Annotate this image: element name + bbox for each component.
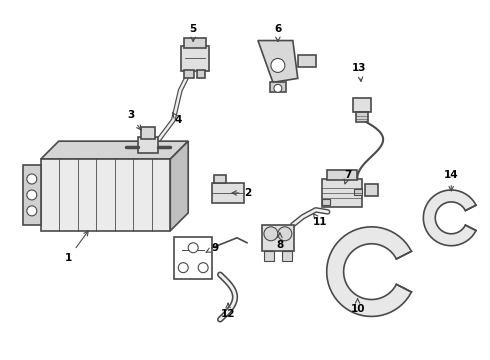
Text: 9: 9 (206, 243, 219, 253)
Text: 7: 7 (344, 170, 351, 184)
Bar (214, 175, 226, 183)
Text: 8: 8 (276, 233, 284, 250)
Circle shape (271, 58, 285, 72)
Bar (23, 165, 41, 225)
Bar (298, 55, 316, 67)
Circle shape (178, 263, 188, 273)
Bar (354, 189, 362, 195)
Polygon shape (41, 141, 188, 159)
Text: 13: 13 (352, 63, 367, 81)
Bar (184, 71, 194, 78)
Bar (197, 71, 205, 78)
Bar (212, 183, 244, 203)
Bar (356, 112, 368, 122)
Bar (270, 82, 286, 92)
Bar (142, 127, 155, 139)
Bar (262, 225, 294, 251)
Polygon shape (258, 41, 298, 82)
Text: 3: 3 (127, 110, 141, 130)
Bar (365, 184, 378, 196)
Bar (174, 237, 212, 279)
Polygon shape (327, 227, 412, 316)
Text: 1: 1 (65, 231, 88, 263)
Circle shape (27, 174, 37, 184)
Circle shape (264, 227, 278, 241)
Bar (41, 159, 171, 231)
Polygon shape (423, 190, 476, 246)
Circle shape (27, 206, 37, 216)
Bar (264, 251, 274, 261)
Bar (322, 179, 362, 207)
Circle shape (27, 190, 37, 200)
Text: 2: 2 (232, 188, 251, 198)
Bar (322, 199, 330, 205)
Text: 10: 10 (350, 298, 365, 315)
Polygon shape (171, 141, 188, 231)
Text: 12: 12 (221, 303, 235, 319)
Circle shape (274, 84, 282, 92)
Bar (138, 137, 158, 153)
Bar (353, 98, 370, 112)
Bar (327, 170, 357, 180)
Text: 11: 11 (313, 214, 327, 227)
Text: 6: 6 (274, 24, 281, 41)
Text: 4: 4 (172, 112, 182, 125)
Circle shape (188, 243, 198, 253)
Text: 14: 14 (444, 170, 459, 191)
Bar (181, 45, 209, 71)
Circle shape (278, 227, 292, 241)
Bar (184, 37, 206, 48)
Bar (282, 251, 292, 261)
Text: 5: 5 (190, 24, 197, 41)
Circle shape (198, 263, 208, 273)
